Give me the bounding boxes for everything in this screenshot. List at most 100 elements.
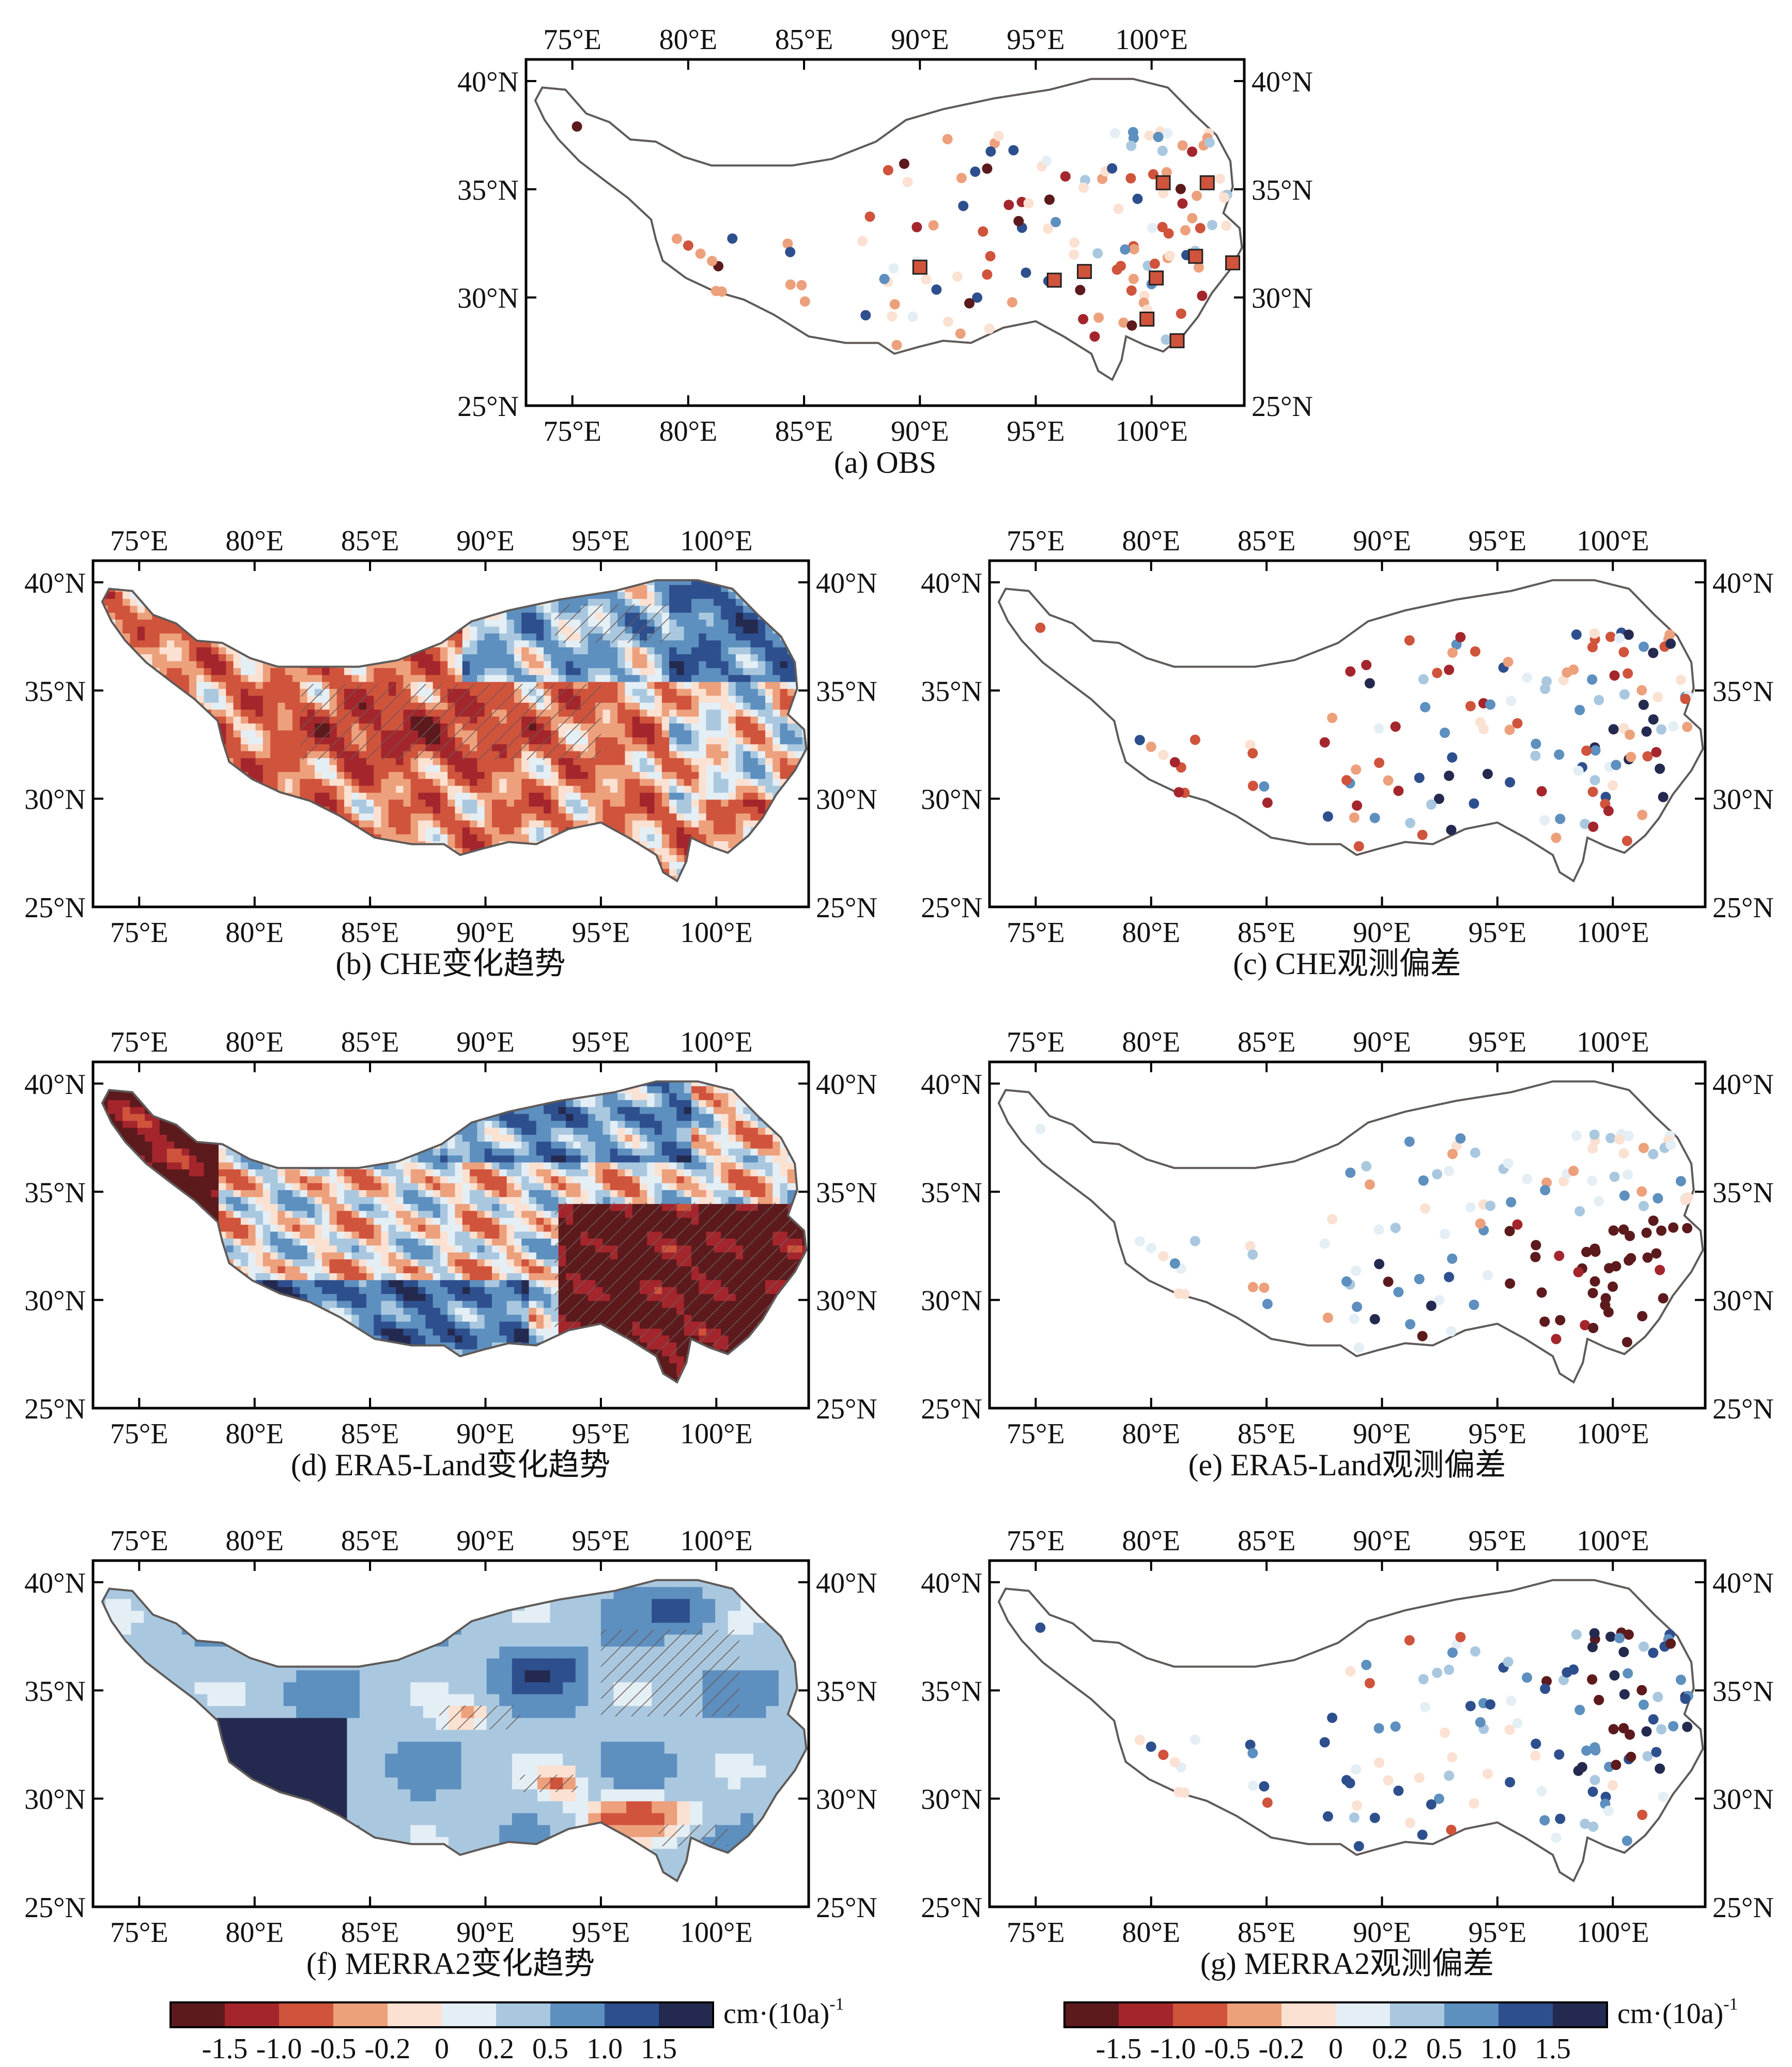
station-point [1351, 764, 1362, 775]
field-cell [795, 709, 803, 717]
field-cell [107, 792, 116, 800]
field-cell [388, 813, 397, 821]
field-cell [102, 681, 109, 689]
field-cell [344, 785, 352, 793]
field-cell [440, 771, 449, 779]
field-cell [300, 861, 308, 869]
field-cell [322, 799, 330, 807]
field-cell [536, 820, 545, 828]
field-cell [780, 723, 788, 731]
field-cell [632, 570, 640, 578]
field-cell [181, 813, 190, 821]
field-cell [699, 868, 707, 876]
field-cell [654, 584, 662, 592]
field-cell [455, 792, 463, 800]
station-point [1125, 173, 1136, 183]
field-cell [765, 723, 774, 731]
field-cell [107, 605, 116, 613]
field-cell [189, 736, 197, 745]
field-cell [425, 799, 434, 807]
field-cell [160, 889, 167, 897]
lat-tick-label: 40°N [24, 567, 86, 599]
field-cell [329, 598, 337, 606]
field-cell [684, 730, 692, 737]
station-point [1120, 244, 1131, 255]
field-cell [462, 792, 471, 800]
field-cell [780, 750, 788, 759]
field-cell [640, 861, 648, 869]
field-cell [322, 813, 330, 821]
field-cell [676, 598, 685, 606]
field-cell [661, 758, 670, 765]
field-cell [447, 626, 456, 634]
field-cell [484, 654, 492, 661]
field-cell [381, 584, 389, 592]
field-cell [669, 591, 677, 599]
field-cell [795, 827, 803, 835]
field-cell [750, 580, 759, 585]
field-cell [625, 702, 633, 710]
field-cell [551, 674, 559, 682]
field-cell [735, 875, 744, 881]
field-cell [240, 750, 249, 759]
field-cell [292, 785, 301, 793]
field-cell [211, 570, 219, 578]
field-cell [122, 619, 131, 627]
field-cell [676, 709, 685, 717]
field-cell [403, 764, 411, 772]
field-cell [196, 695, 205, 703]
field-cell [773, 681, 781, 689]
field-cell [381, 674, 389, 682]
field-cell [580, 861, 589, 869]
field-cell [137, 827, 146, 835]
field-cell [344, 834, 352, 841]
field-cell [721, 681, 729, 689]
field-cell [477, 605, 485, 613]
field-cell [411, 570, 419, 578]
station-point [1021, 267, 1031, 278]
station-point [1161, 167, 1172, 178]
field-cell [795, 806, 803, 814]
field-cell [669, 570, 677, 578]
field-cell [447, 591, 456, 599]
field-cell [262, 736, 271, 745]
field-cell [669, 640, 677, 647]
field-cell [159, 854, 167, 862]
field-cell [514, 580, 522, 585]
field-cell [181, 674, 190, 682]
field-cell [388, 785, 397, 793]
field-cell [661, 716, 670, 724]
field-cell [137, 633, 146, 641]
field-cell [115, 854, 123, 862]
field-cell [152, 813, 160, 821]
field-cell [145, 688, 153, 696]
field-cell [617, 591, 626, 599]
field-cell [632, 646, 640, 655]
field-cell [292, 847, 301, 855]
field-cell [514, 591, 522, 599]
field-cell [107, 681, 116, 689]
field-cell [102, 771, 109, 779]
station-point [1639, 641, 1649, 652]
field-cell [396, 778, 404, 786]
field-cell [277, 646, 286, 655]
field-cell [351, 785, 360, 793]
field-cell [750, 792, 759, 800]
field-cell [314, 813, 323, 821]
field-cell [455, 882, 463, 889]
field-cell [728, 688, 736, 696]
field-cell [344, 612, 352, 620]
field-cell [758, 667, 766, 675]
field-cell [447, 580, 456, 585]
field-cell [130, 771, 138, 779]
field-cell [610, 709, 619, 717]
field-cell [573, 868, 581, 876]
field-cell [492, 633, 500, 641]
field-cell [418, 882, 426, 889]
field-cell [477, 646, 485, 655]
field-cell [432, 584, 441, 592]
field-cell [521, 827, 530, 835]
field-cell [477, 640, 485, 647]
field-cell [595, 868, 604, 876]
field-cell [314, 875, 323, 881]
